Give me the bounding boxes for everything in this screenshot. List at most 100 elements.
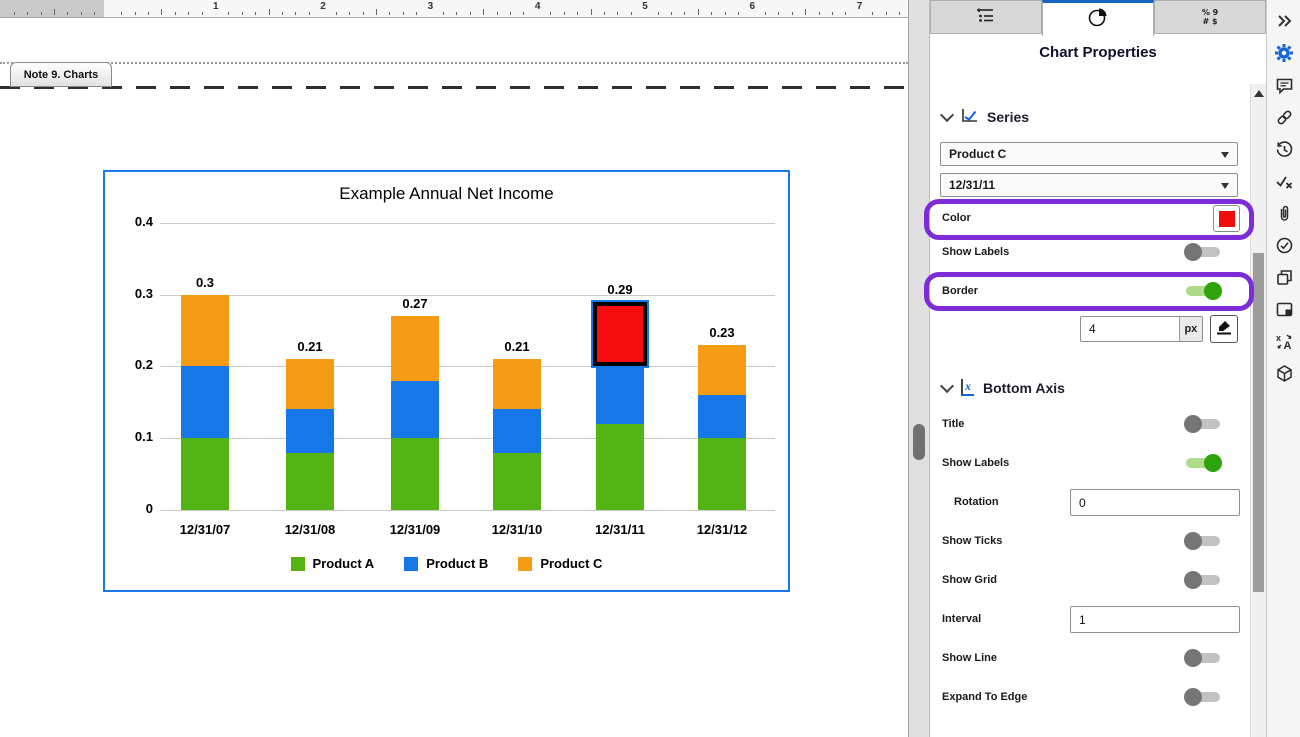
collapse-panel-icon[interactable] [1273, 10, 1295, 32]
tab-outline[interactable] [930, 0, 1042, 34]
bar-segment-product-c[interactable] [286, 359, 334, 409]
ruler-tick [497, 12, 498, 15]
border-color-button[interactable] [1210, 315, 1238, 343]
copy-icon[interactable] [1273, 266, 1295, 288]
toggle-knob [1204, 454, 1222, 472]
history-icon[interactable] [1273, 138, 1295, 160]
ruler-tick [54, 9, 55, 15]
legend-item[interactable]: Product A [291, 556, 375, 571]
number-format-icon: % 9 # $ [1202, 8, 1218, 26]
settings-gear-icon[interactable] [1273, 42, 1295, 64]
bar-segment-product-a[interactable] [286, 453, 334, 510]
bar-total-label: 0.29 [590, 282, 650, 297]
ruler-tick [349, 12, 350, 15]
series-section-label: Series [987, 109, 1029, 125]
show-ticks-label: Show Ticks [942, 535, 1002, 547]
axis-show-labels-label: Show Labels [942, 457, 1009, 469]
ruler-tick [671, 12, 672, 15]
ruler-tick [832, 12, 833, 15]
outline-tree-icon [976, 7, 996, 28]
bar-segment-product-c[interactable] [391, 316, 439, 381]
ruler-tick [269, 9, 270, 15]
track-changes-icon[interactable] [1273, 170, 1295, 192]
ruler-tick [510, 12, 511, 15]
translate-icon[interactable]: xA [1273, 330, 1295, 352]
tab-number-format[interactable]: % 9 # $ [1154, 0, 1266, 34]
border-toggle[interactable] [1184, 281, 1222, 301]
panel-scrollbar[interactable] [1250, 84, 1267, 737]
ruler-tick [416, 12, 417, 15]
ruler-tick [725, 12, 726, 15]
bar-segment-product-b[interactable] [286, 409, 334, 452]
ruler-tick [336, 12, 337, 15]
ruler-margin-block [0, 0, 104, 17]
bar-segment-product-a[interactable] [698, 438, 746, 510]
selected-bar-segment[interactable] [593, 302, 647, 367]
gridline [160, 366, 775, 367]
bar-segment-product-b[interactable] [698, 395, 746, 438]
brush-icon [1215, 318, 1233, 341]
bar-segment-product-c[interactable] [181, 295, 229, 367]
show-line-toggle[interactable] [1184, 648, 1222, 668]
show-ticks-toggle[interactable] [1184, 531, 1222, 551]
bar-segment-product-b[interactable] [391, 381, 439, 438]
axis-title-toggle[interactable] [1184, 414, 1222, 434]
dropdown-caret-icon [1221, 183, 1229, 189]
tab-chart-properties[interactable] [1042, 0, 1154, 36]
bar-segment-product-a[interactable] [596, 424, 644, 510]
expand-to-edge-toggle[interactable] [1184, 687, 1222, 707]
toggle-knob [1184, 532, 1202, 550]
ruler-tick [711, 12, 712, 15]
ruler-tick [523, 12, 524, 15]
chart-object[interactable]: Example Annual Net Income 00.10.20.30.41… [103, 170, 790, 592]
scrollbar-thumb[interactable] [1253, 253, 1264, 592]
bar-segment-product-a[interactable] [493, 453, 541, 510]
notes-icon[interactable] [1273, 298, 1295, 320]
x-axis-tick-label: 12/31/10 [475, 522, 559, 537]
panel-resize-handle[interactable] [913, 424, 925, 460]
axis-title-label: Title [942, 418, 964, 430]
ruler-tick [228, 12, 229, 15]
bar-total-label: 0.21 [487, 339, 547, 354]
series-point-select[interactable]: 12/31/11 [940, 173, 1238, 197]
link-icon[interactable] [1273, 106, 1295, 128]
bottom-axis-section-header[interactable]: x Bottom Axis [942, 379, 1065, 396]
ruler-tick [403, 12, 404, 15]
show-grid-toggle[interactable] [1184, 570, 1222, 590]
rotation-label: Rotation [954, 496, 999, 508]
border-width-unit: px [1179, 317, 1202, 341]
series-color-button[interactable] [1213, 205, 1240, 232]
bar-segment-product-b[interactable] [181, 366, 229, 438]
ruler-tick [309, 12, 310, 15]
bar-segment-product-b[interactable] [596, 366, 644, 423]
series-select-value: Product C [949, 147, 1006, 161]
border-width-input[interactable] [1081, 317, 1179, 341]
scrollbar-up-arrow-icon[interactable] [1254, 90, 1264, 97]
legend-item[interactable]: Product C [518, 556, 602, 571]
chevron-down-icon [940, 378, 954, 392]
bar-segment-product-a[interactable] [391, 438, 439, 510]
ruler-tick [483, 9, 484, 15]
series-section-header[interactable]: Series [942, 108, 1029, 126]
series-select[interactable]: Product C [940, 142, 1238, 166]
bar-segment-product-b[interactable] [493, 409, 541, 452]
tasks-icon[interactable] [1273, 234, 1295, 256]
interval-input[interactable] [1071, 607, 1239, 632]
ruler-tick [550, 12, 551, 15]
ruler-number: 6 [750, 1, 756, 12]
bar-segment-product-c[interactable] [698, 345, 746, 395]
package-cube-icon[interactable] [1273, 362, 1295, 384]
ruler-tick [81, 12, 82, 15]
bar-segment-product-a[interactable] [181, 438, 229, 510]
section-label-tab[interactable]: Note 9. Charts [10, 62, 112, 87]
ruler-tick [470, 12, 471, 15]
rotation-input[interactable] [1071, 490, 1239, 515]
comments-icon[interactable] [1273, 74, 1295, 96]
axis-show-labels-toggle[interactable] [1184, 453, 1222, 473]
toggle-knob [1184, 688, 1202, 706]
series-show-labels-toggle[interactable] [1184, 242, 1222, 262]
attachments-icon[interactable] [1273, 202, 1295, 224]
legend-item[interactable]: Product B [404, 556, 488, 571]
panel-divider [908, 0, 930, 737]
bar-segment-product-c[interactable] [493, 359, 541, 409]
